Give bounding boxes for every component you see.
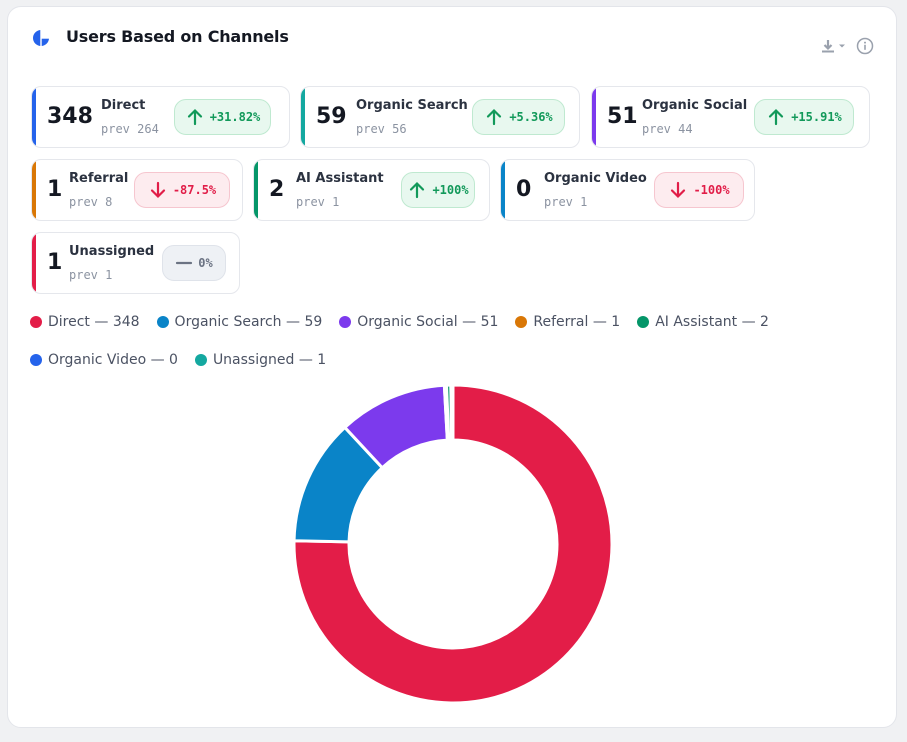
change-value: -87.5% <box>172 183 217 197</box>
stat-previous: prev 44 <box>642 122 693 136</box>
change-badge: +31.82% <box>174 99 271 135</box>
chevron-down-icon <box>839 44 845 48</box>
stat-card-referral: 1 Referral prev 8 -87.5% <box>31 159 243 221</box>
info-icon[interactable] <box>856 37 874 55</box>
legend-item[interactable]: AI Assistant — 2 <box>637 311 769 333</box>
stat-label: Unassigned <box>69 244 155 259</box>
stat-card-organic-video: 0 Organic Video prev 1 -100% <box>500 159 755 221</box>
legend-label: Referral — 1 <box>533 314 621 330</box>
legend-item[interactable]: Direct — 348 <box>30 311 140 333</box>
card-header: Users Based on Channels <box>8 7 896 67</box>
legend-dot <box>194 354 207 366</box>
change-value: +100% <box>432 183 469 197</box>
stat-previous: prev 1 <box>544 195 588 209</box>
users-by-channel-card: Users Based on Channels 348 Direct prev 26… <box>7 6 897 728</box>
legend-label: Organic Social — 51 <box>357 314 499 330</box>
stat-accent-bar <box>501 160 505 220</box>
stat-label: Organic Social <box>642 98 748 113</box>
stat-card-organic-search: 59 Organic Search prev 56 +5.36% <box>300 86 580 148</box>
legend-label: Direct — 348 <box>48 314 140 330</box>
stat-accent-bar <box>32 160 36 220</box>
stat-value: 1 <box>47 250 63 275</box>
stat-value: 51 <box>607 104 638 129</box>
stat-accent-bar <box>301 87 305 147</box>
pie-chart-icon <box>33 29 50 46</box>
change-badge: +15.91% <box>754 99 854 135</box>
stat-previous: prev 8 <box>69 195 113 209</box>
legend-item[interactable]: Organic Search — 59 <box>156 311 323 333</box>
change-badge: -87.5% <box>134 172 230 208</box>
change-value: +31.82% <box>209 110 261 124</box>
download-icon <box>822 40 834 53</box>
chart-legend: Direct — 348 Organic Search — 59 Organic S… <box>30 311 880 371</box>
stat-previous: prev 1 <box>69 268 113 282</box>
arrow-up-icon <box>187 108 202 126</box>
change-badge: +100% <box>401 172 475 208</box>
legend-label: Unassigned — 1 <box>212 352 327 368</box>
donut-slice-unassigned[interactable] <box>449 383 455 442</box>
stat-label: Organic Search <box>356 98 468 113</box>
stat-previous: prev 1 <box>296 195 340 209</box>
legend-dot <box>156 316 169 328</box>
donut-chart <box>292 383 614 705</box>
legend-dot <box>339 316 352 328</box>
change-value: -100% <box>693 183 730 197</box>
legend-item[interactable]: Unassigned — 1 <box>194 349 327 371</box>
donut-slice-direct[interactable] <box>292 383 614 705</box>
stat-card-direct: 348 Direct prev 264 +31.82% <box>31 86 290 148</box>
change-badge: 0% <box>162 245 226 281</box>
stat-value: 2 <box>269 177 285 202</box>
stat-value: 0 <box>516 177 532 202</box>
legend-label: AI Assistant — 2 <box>655 314 769 330</box>
legend-dot <box>515 316 528 328</box>
legend-item[interactable]: Organic Video — 0 <box>30 349 178 371</box>
legend-label: Organic Video — 0 <box>48 352 178 368</box>
change-badge: +5.36% <box>472 99 565 135</box>
stat-value: 1 <box>47 177 63 202</box>
stat-accent-bar <box>592 87 596 147</box>
change-value: 0% <box>198 256 213 270</box>
legend-item[interactable]: Organic Social — 51 <box>339 311 498 333</box>
arrow-up-icon <box>410 181 425 199</box>
stat-accent-bar <box>254 160 258 220</box>
change-badge: -100% <box>654 172 744 208</box>
stat-accent-bar <box>32 233 36 293</box>
stat-label: Organic Video <box>544 171 647 186</box>
card-title: Users Based on Channels <box>66 27 289 46</box>
arrow-up-icon <box>487 108 502 126</box>
stat-card-unassigned: 1 Unassigned prev 1 0% <box>31 232 240 294</box>
stat-label: AI Assistant <box>296 171 384 186</box>
change-value: +5.36% <box>509 110 553 124</box>
legend-dot <box>637 316 650 328</box>
download-button[interactable] <box>820 38 846 54</box>
legend-dot <box>30 354 42 366</box>
stat-label: Referral <box>69 171 129 186</box>
stat-value: 348 <box>47 104 93 129</box>
change-value: +15.91% <box>791 110 842 124</box>
stat-accent-bar <box>32 87 36 147</box>
arrow-down-icon <box>671 181 686 199</box>
legend-label: Organic Search — 59 <box>174 314 323 330</box>
stat-previous: prev 264 <box>101 122 159 136</box>
stat-label: Direct <box>101 98 146 113</box>
arrow-up-icon <box>769 108 784 126</box>
arrow-down-icon <box>150 181 165 199</box>
legend-item[interactable]: Referral — 1 <box>515 311 620 333</box>
stat-card-ai-assistant: 2 AI Assistant prev 1 +100% <box>253 159 490 221</box>
stat-card-organic-social: 51 Organic Social prev 44 +15.91% <box>591 86 870 148</box>
stat-value: 59 <box>316 104 347 129</box>
legend-dot <box>30 316 42 328</box>
dash-icon <box>176 261 193 265</box>
stat-previous: prev 56 <box>356 122 407 136</box>
